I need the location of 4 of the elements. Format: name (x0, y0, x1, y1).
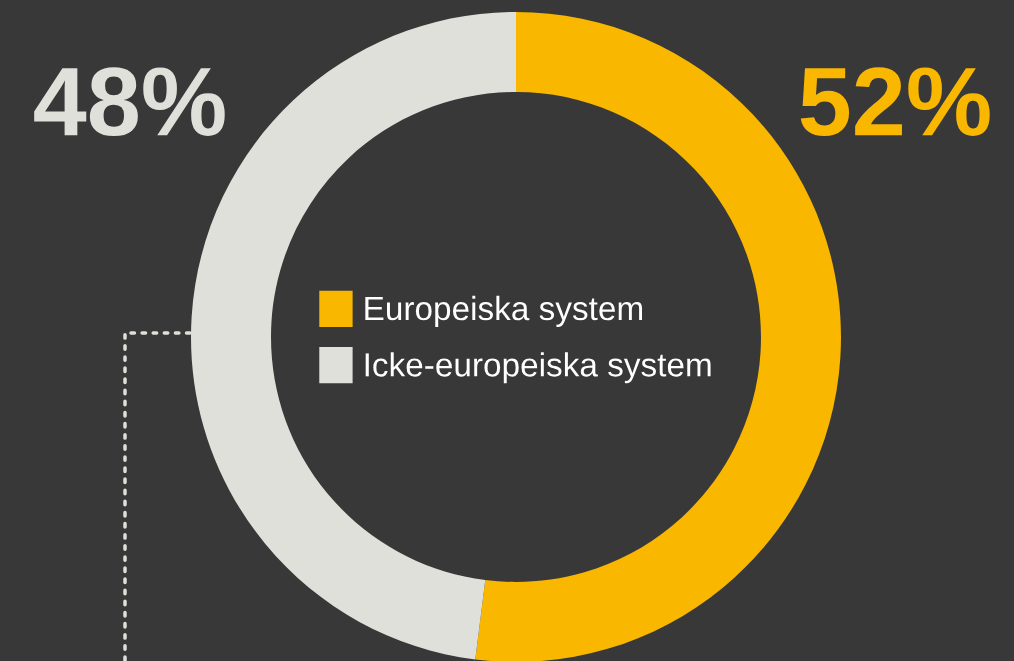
legend-label: Icke-europeiska system (365, 352, 711, 384)
legend-label: Europeiska system (365, 295, 642, 327)
data-label: 52% (800, 67, 990, 137)
data-label: 48% (34, 67, 225, 137)
